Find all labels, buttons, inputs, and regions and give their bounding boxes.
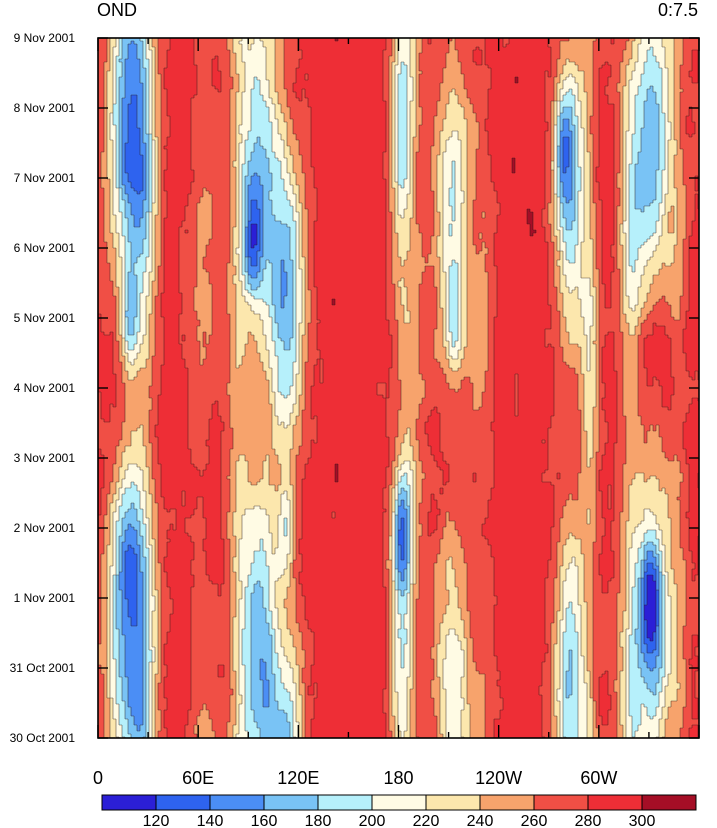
colorbar-swatch (425, 794, 481, 811)
title-left: OND (97, 0, 137, 20)
contour-path (98, 38, 699, 738)
colorbar-swatch (263, 794, 319, 811)
band-5 (110, 38, 671, 738)
x-tick-label: 120E (277, 768, 319, 788)
x-tick-label: 0 (93, 768, 103, 788)
contour-lines (98, 38, 699, 738)
colorbar-label: 180 (305, 813, 332, 828)
x-tick-label: 120W (475, 768, 522, 788)
colorbar-label: 300 (629, 813, 656, 828)
x-tick-label: 180 (383, 768, 413, 788)
colorbar-swatch (317, 794, 373, 811)
colorbar-label: 280 (575, 813, 602, 828)
contour-field (98, 38, 699, 738)
y-tick-label: 3 Nov 2001 (14, 451, 76, 465)
y-tick-label: 8 Nov 2001 (14, 101, 76, 115)
y-tick-label: 2 Nov 2001 (14, 521, 76, 535)
colorbar-swatch (479, 794, 535, 811)
colorbar-swatch (641, 794, 697, 811)
y-tick-label: 9 Nov 2001 (14, 31, 76, 45)
y-axis: 30 Oct 2001 31 Oct 2001 1 Nov 2001 2 Nov 20… (10, 31, 699, 745)
band-1 (125, 95, 659, 653)
x-tick-label: 60W (580, 768, 617, 788)
colorbar-label: 140 (197, 813, 224, 828)
colorbar-label: 120 (143, 813, 170, 828)
colorbar-label: 240 (467, 813, 494, 828)
colorbar-swatch (371, 794, 427, 811)
y-tick-label: 31 Oct 2001 (10, 661, 76, 675)
band-6 (107, 38, 680, 738)
colorbar-swatch (209, 794, 265, 811)
y-tick-label: 5 Nov 2001 (14, 311, 76, 325)
y-tick-label: 4 Nov 2001 (14, 381, 76, 395)
colorbar-label: 160 (251, 813, 278, 828)
colorbar: 120 140 160 180 200 220 240 260 280 300 (101, 794, 697, 828)
colorbar-label: 200 (359, 813, 386, 828)
x-axis: 0 60E 120E 180 120W 60W (93, 38, 700, 788)
band-10 (332, 38, 536, 482)
y-tick-label: 30 Oct 2001 (10, 731, 76, 745)
title-right: 0:7.5 (658, 0, 698, 20)
y-tick-label: 1 Nov 2001 (14, 591, 76, 605)
colorbar-swatch (587, 794, 643, 811)
y-tick-label: 7 Nov 2001 (14, 171, 76, 185)
colorbar-swatch (155, 794, 211, 811)
colorbar-label: 220 (413, 813, 440, 828)
colorbar-label: 260 (521, 813, 548, 828)
colorbar-swatch (533, 794, 589, 811)
y-tick-label: 6 Nov 2001 (14, 241, 76, 255)
x-tick-label: 60E (182, 768, 214, 788)
colorbar-swatch (101, 794, 157, 811)
